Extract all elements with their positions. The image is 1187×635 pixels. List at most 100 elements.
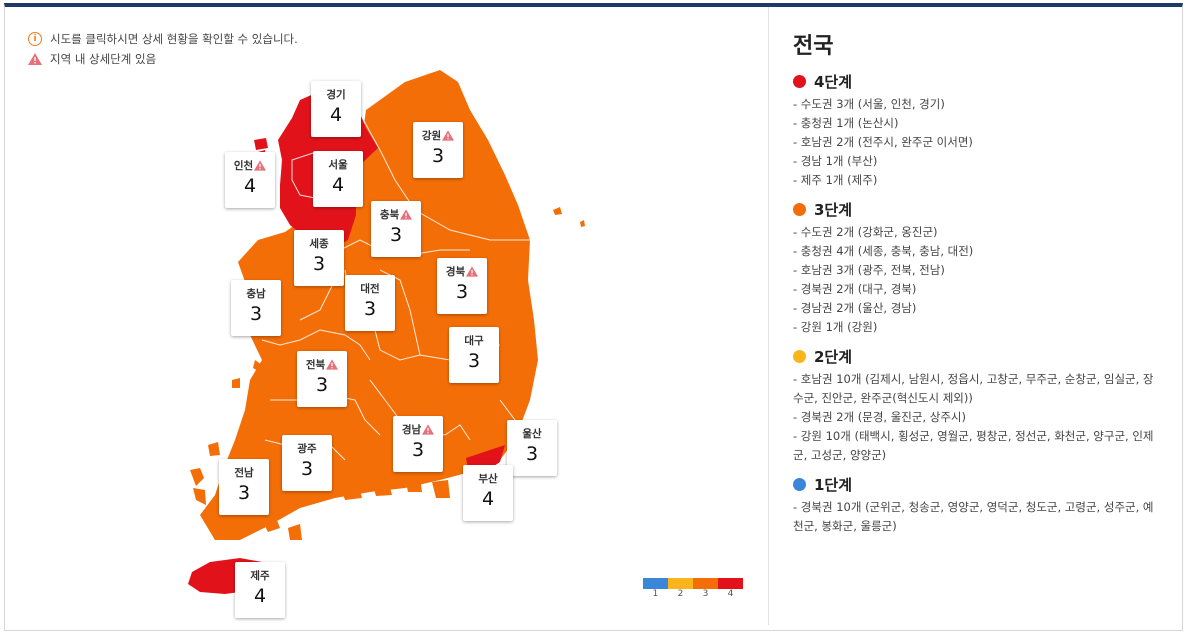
region-level: 4 [329, 104, 343, 126]
region-name: 전남 [234, 466, 254, 479]
region-level: 4 [331, 174, 345, 196]
region-label-busan[interactable]: 부산 4 [463, 465, 513, 521]
region-name: 부산 [478, 472, 498, 485]
warning-icon [254, 159, 267, 171]
region-level: 3 [455, 281, 469, 303]
region-level: 3 [300, 458, 314, 480]
region-name: 경남 [393, 422, 443, 436]
stage-list-item: - 강원 1개 (강원) [793, 320, 878, 334]
panel-divider [768, 7, 769, 625]
region-name: 충남 [246, 287, 266, 300]
region-label-gyeonggi[interactable]: 경기 4 [311, 81, 361, 137]
region-label-jeju[interactable]: 제주 4 [235, 562, 285, 618]
region-name: 인천 [225, 158, 275, 172]
region-label-chungbuk[interactable]: 충북 3 [371, 201, 421, 257]
stage-list-item: - 호남권 2개 (전주시, 완주군 이서면) [793, 135, 973, 149]
region-name: 광주 [297, 442, 317, 455]
korea-map: 경기 4 인천 4 서울 4 강원 3 충북 3 세종 3 충남 3 대전 3 경북 3 대구 3 전북 3 광주 3 경남 3 울… [188, 70, 743, 618]
stage-list-item: - 강원 10개 (태백시, 횡성군, 영월군, 평창군, 정선군, 화천군, … [793, 429, 1154, 462]
stage-list-item: - 충청권 1개 (논산시) [793, 116, 899, 130]
stage-list: - 수도권 3개 (서울, 인천, 경기) - 충청권 1개 (논산시) - 호남권… [793, 95, 1163, 190]
stage-list-item: - 호남권 3개 (광주, 전북, 전남) [793, 263, 945, 277]
legend-item-4: 4 [718, 578, 743, 599]
region-label-chungnam[interactable]: 충남 3 [231, 280, 281, 336]
region-name: 대전 [360, 282, 380, 295]
warning-icon [28, 53, 42, 65]
stage-list: - 수도권 2개 (강화군, 옹진군) - 충청권 4개 (세종, 충북, 충남,… [793, 223, 1163, 337]
stage-dot-icon [793, 74, 806, 88]
detail-hint: 지역 내 상세단계 있음 [28, 51, 156, 67]
stage-list: - 호남권 10개 (김제시, 남원시, 정읍시, 고창군, 무주군, 순창군,… [793, 370, 1163, 465]
region-label-gangwon[interactable]: 강원 3 [413, 122, 463, 178]
region-level: 3 [312, 253, 326, 275]
region-name: 울산 [522, 427, 542, 440]
region-level: 3 [363, 298, 377, 320]
stage-list-item: - 경남권 2개 (울산, 경남) [793, 301, 917, 315]
region-name: 충북 [371, 207, 421, 221]
stage-list-item: - 충청권 4개 (세종, 충북, 충남, 대전) [793, 244, 974, 258]
stage-list-item: - 수도권 3개 (서울, 인천, 경기) [793, 97, 945, 111]
region-level: 4 [253, 585, 267, 607]
region-level: 3 [525, 443, 539, 465]
legend-item-3: 3 [693, 578, 718, 599]
stage-section: 1단계 - 경북권 10개 (군위군, 청송군, 영양군, 영덕군, 청도군, 고… [793, 473, 1163, 536]
stage-section: 3단계 - 수도권 2개 (강화군, 옹진군) - 충청권 4개 (세종, 충북, … [793, 198, 1163, 337]
warning-icon [442, 129, 455, 141]
region-label-gyeongnam[interactable]: 경남 3 [393, 416, 443, 472]
region-level: 3 [249, 303, 263, 325]
region-level: 3 [431, 145, 445, 167]
region-name: 대구 [464, 334, 484, 347]
stage-list-item: - 호남권 10개 (김제시, 남원시, 정읍시, 고창군, 무주군, 순창군,… [793, 372, 1154, 405]
region-level: 3 [315, 374, 329, 396]
stage-heading: 1단계 [793, 473, 1163, 495]
warning-icon [466, 265, 479, 277]
region-label-jeonnam[interactable]: 전남 3 [219, 459, 269, 515]
region-level: 4 [243, 175, 257, 197]
warning-icon [326, 358, 339, 370]
stage-list-item: - 경남 1개 (부산) [793, 154, 878, 168]
click-hint: i 시도를 클릭하시면 상세 현황을 확인할 수 있습니다. [28, 31, 298, 47]
region-name: 제주 [250, 569, 270, 582]
legend-item-2: 2 [668, 578, 693, 599]
region-level: 3 [389, 224, 403, 246]
stage-dot-icon [793, 202, 806, 216]
stage-list: - 경북권 10개 (군위군, 청송군, 영양군, 영덕군, 청도군, 고령군,… [793, 498, 1163, 536]
region-name: 서울 [328, 158, 348, 171]
region-label-ulsan[interactable]: 울산 3 [507, 420, 557, 476]
stage-section: 2단계 - 호남권 10개 (김제시, 남원시, 정읍시, 고창군, 무주군, 순… [793, 345, 1163, 465]
stage-section: 4단계 - 수도권 3개 (서울, 인천, 경기) - 충청권 1개 (논산시) - … [793, 70, 1163, 190]
region-name: 전북 [297, 357, 347, 371]
warning-icon [422, 423, 435, 435]
stage-dot-icon [793, 477, 806, 491]
region-name: 세종 [309, 237, 329, 250]
stage-list-item: - 수도권 2개 (강화군, 옹진군) [793, 225, 938, 239]
region-name: 강원 [413, 128, 463, 142]
stage-list-item: - 경북권 10개 (군위군, 청송군, 영양군, 영덕군, 청도군, 고령군,… [793, 500, 1154, 533]
region-label-seoul[interactable]: 서울 4 [313, 151, 363, 207]
stage-heading: 3단계 [793, 198, 1163, 220]
page-frame [4, 3, 1183, 631]
region-level: 3 [411, 439, 425, 461]
region-label-gwangju[interactable]: 광주 3 [282, 435, 332, 491]
region-label-jeonbuk[interactable]: 전북 3 [297, 351, 347, 407]
info-icon: i [28, 32, 42, 46]
region-label-daegu[interactable]: 대구 3 [449, 327, 499, 383]
region-label-sejong[interactable]: 세종 3 [294, 230, 344, 286]
stage-list-item: - 경북권 2개 (문경, 울진군, 상주시) [793, 410, 966, 424]
stage-heading: 4단계 [793, 70, 1163, 92]
stage-list-item: - 제주 1개 (제주) [793, 173, 878, 187]
summary-title: 전국 [793, 34, 834, 59]
region-label-incheon[interactable]: 인천 4 [225, 152, 275, 208]
legend-item-1: 1 [643, 578, 668, 599]
region-name: 경북 [437, 264, 487, 278]
region-label-gyeongbuk[interactable]: 경북 3 [437, 258, 487, 314]
busan-shape [466, 445, 505, 470]
region-level: 3 [467, 350, 481, 372]
region-level: 4 [481, 488, 495, 510]
warning-icon [400, 208, 413, 220]
stage-list-item: - 경북권 2개 (대구, 경북) [793, 282, 917, 296]
region-name: 경기 [326, 88, 346, 101]
level-legend: 1 2 3 4 [643, 578, 743, 599]
stage-dot-icon [793, 349, 806, 363]
region-label-daejeon[interactable]: 대전 3 [345, 275, 395, 331]
